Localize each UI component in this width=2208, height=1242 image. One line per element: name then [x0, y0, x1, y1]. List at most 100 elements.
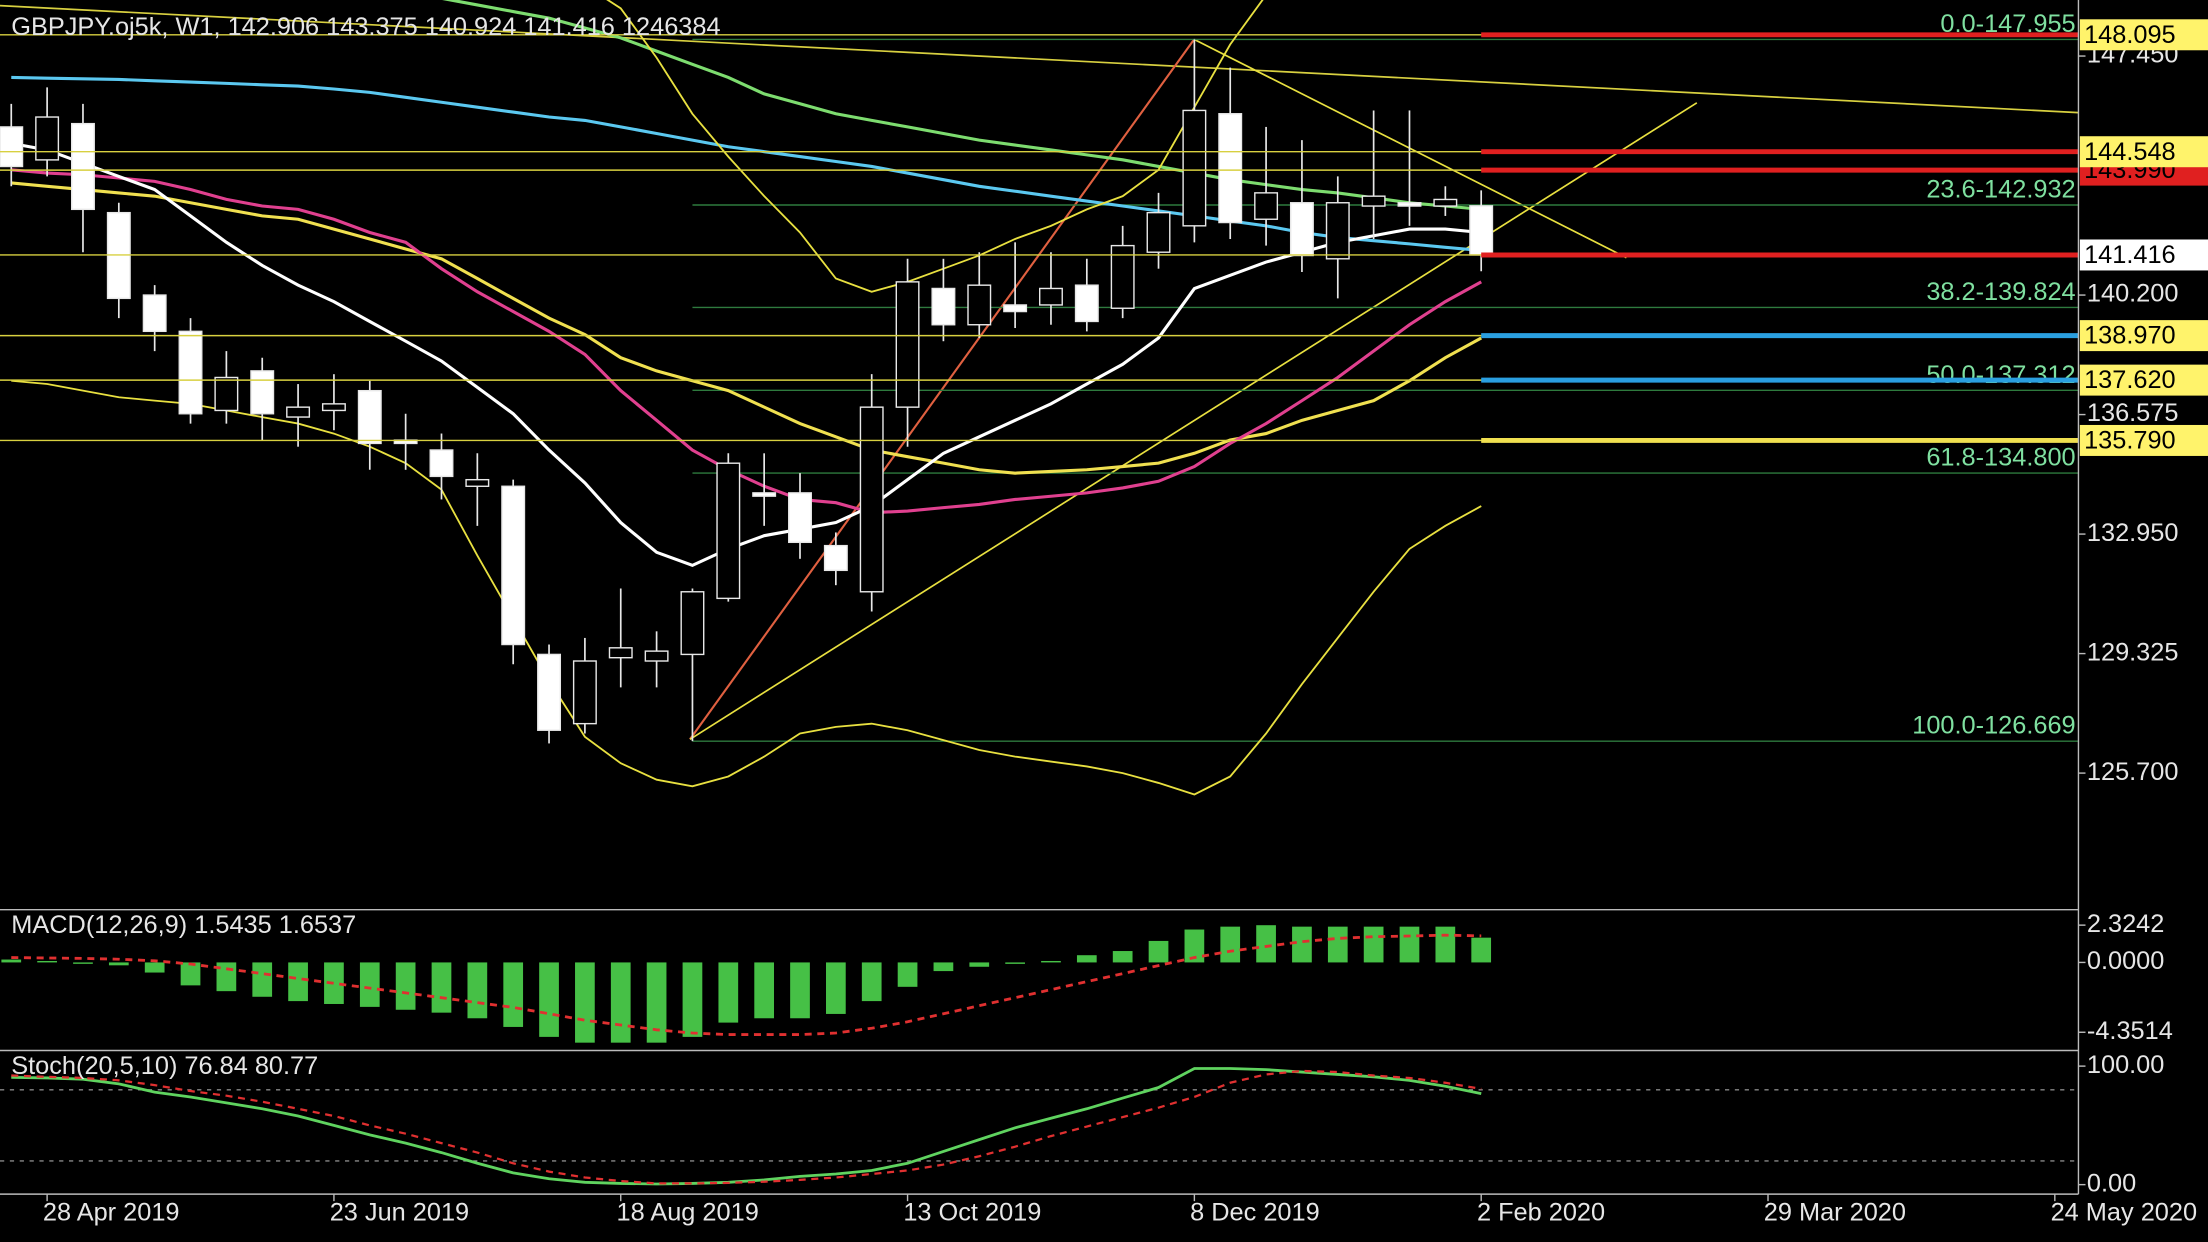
level-box — [2079, 364, 2208, 396]
trend-line — [0, 4, 2079, 114]
y-tick-label: 2.3242 — [2087, 910, 2164, 938]
macd-bar — [180, 962, 201, 986]
candle-body — [1397, 202, 1422, 207]
level-label: 141.416 — [2084, 241, 2176, 269]
macd-bar — [1041, 960, 1061, 963]
macd-bar — [37, 960, 57, 963]
macd-bar — [467, 962, 488, 1019]
candle-body — [142, 294, 167, 333]
indicator-line — [10, 141, 1482, 568]
macd-bar — [288, 962, 308, 1002]
candle-body — [895, 281, 920, 408]
candle-body — [1254, 192, 1279, 220]
y-tick-label: 129.325 — [2087, 638, 2179, 666]
candle-body — [70, 122, 95, 211]
candle-body — [788, 492, 812, 544]
indicator-line — [606, 0, 1264, 293]
candle-body — [321, 403, 346, 412]
macd-bar — [73, 962, 93, 964]
macd-bar — [861, 962, 882, 1002]
candle-body — [1074, 284, 1099, 323]
candle-body — [1182, 109, 1207, 227]
macd-bar — [718, 962, 739, 1023]
y-tick-label: 0.0000 — [2087, 947, 2164, 975]
candle-body — [752, 492, 777, 497]
macd-bar — [897, 962, 918, 987]
macd-bar — [1471, 937, 1492, 963]
level-box — [2079, 136, 2208, 168]
level-box — [2079, 239, 2208, 271]
candle-body — [680, 591, 705, 656]
candle-body — [716, 462, 741, 600]
macd-bar — [826, 962, 846, 1014]
candle-body — [286, 406, 311, 418]
y-tick-label: 0.00 — [2087, 1169, 2136, 1197]
candle-body — [644, 650, 669, 662]
candle-body — [0, 126, 24, 168]
candle-body — [967, 284, 992, 326]
macd-bar — [754, 962, 775, 1019]
y-tick-label: -4.3514 — [2087, 1017, 2173, 1045]
candle-body — [537, 653, 562, 731]
candle-body — [357, 389, 382, 445]
candle-body — [429, 449, 454, 478]
candle-body — [572, 660, 597, 725]
macd-bar — [431, 962, 452, 1013]
candle-body — [1325, 202, 1350, 260]
macd-bar — [933, 962, 954, 972]
macd-bar — [1435, 926, 1456, 963]
candle-body — [608, 647, 633, 659]
candle-body — [1289, 202, 1314, 257]
candle-body — [35, 116, 60, 161]
macd-bar — [1148, 940, 1169, 963]
macd-bar — [1363, 926, 1384, 963]
candle-body — [931, 287, 956, 326]
level-label: 138.970 — [2084, 322, 2176, 350]
macd-bar — [108, 962, 129, 966]
macd-bar — [1292, 926, 1312, 963]
x-tick-label: 28 Apr 2019 — [43, 1199, 180, 1227]
level-box — [2079, 424, 2208, 456]
level-label: 135.790 — [2084, 427, 2176, 455]
candle-body — [823, 544, 848, 572]
indicator-line — [11, 379, 1482, 796]
macd-signal — [11, 933, 1482, 1036]
candle-body — [1469, 205, 1494, 256]
macd-bar — [1399, 926, 1420, 963]
y-tick-label: 132.950 — [2087, 519, 2179, 547]
candle-body — [501, 485, 526, 646]
macd-bar — [610, 962, 631, 1043]
x-tick-label: 18 Aug 2019 — [617, 1199, 759, 1227]
candle-body — [1218, 113, 1243, 224]
macd-bar — [646, 962, 667, 1043]
fib-label: 100.0-126.669 — [1912, 712, 2075, 740]
level-label: 144.548 — [2084, 138, 2176, 166]
macd-bar — [503, 962, 524, 1027]
chart-title: GBPJPY.oj5k, W1, 142.906 143.375 140.924… — [11, 13, 720, 41]
macd-bar — [1256, 925, 1276, 963]
candle-body — [1433, 198, 1458, 207]
candle-body — [1361, 195, 1386, 207]
y-tick-label: 140.200 — [2087, 280, 2179, 308]
stoch-signal — [11, 1069, 1482, 1185]
x-tick-label: 23 Jun 2019 — [330, 1199, 469, 1227]
macd-bar — [359, 962, 380, 1007]
macd-bar — [144, 962, 165, 973]
macd-bar — [1184, 929, 1205, 963]
macd-title: MACD(12,26,9) 1.5435 1.6537 — [11, 911, 356, 939]
stoch-panel — [0, 1067, 2079, 1186]
level-box — [2079, 320, 2208, 352]
level-box — [2079, 19, 2208, 51]
candle-body — [1038, 287, 1063, 306]
fib-label: 50.0-137.312 — [1926, 361, 2075, 389]
macd-bar — [682, 962, 703, 1037]
y-tick-label: 136.575 — [2087, 399, 2179, 427]
macd-panel — [1, 925, 1492, 1043]
macd-bar — [790, 962, 810, 1019]
macd-bar — [969, 962, 990, 967]
fib-label: 23.6-142.932 — [1926, 176, 2075, 204]
